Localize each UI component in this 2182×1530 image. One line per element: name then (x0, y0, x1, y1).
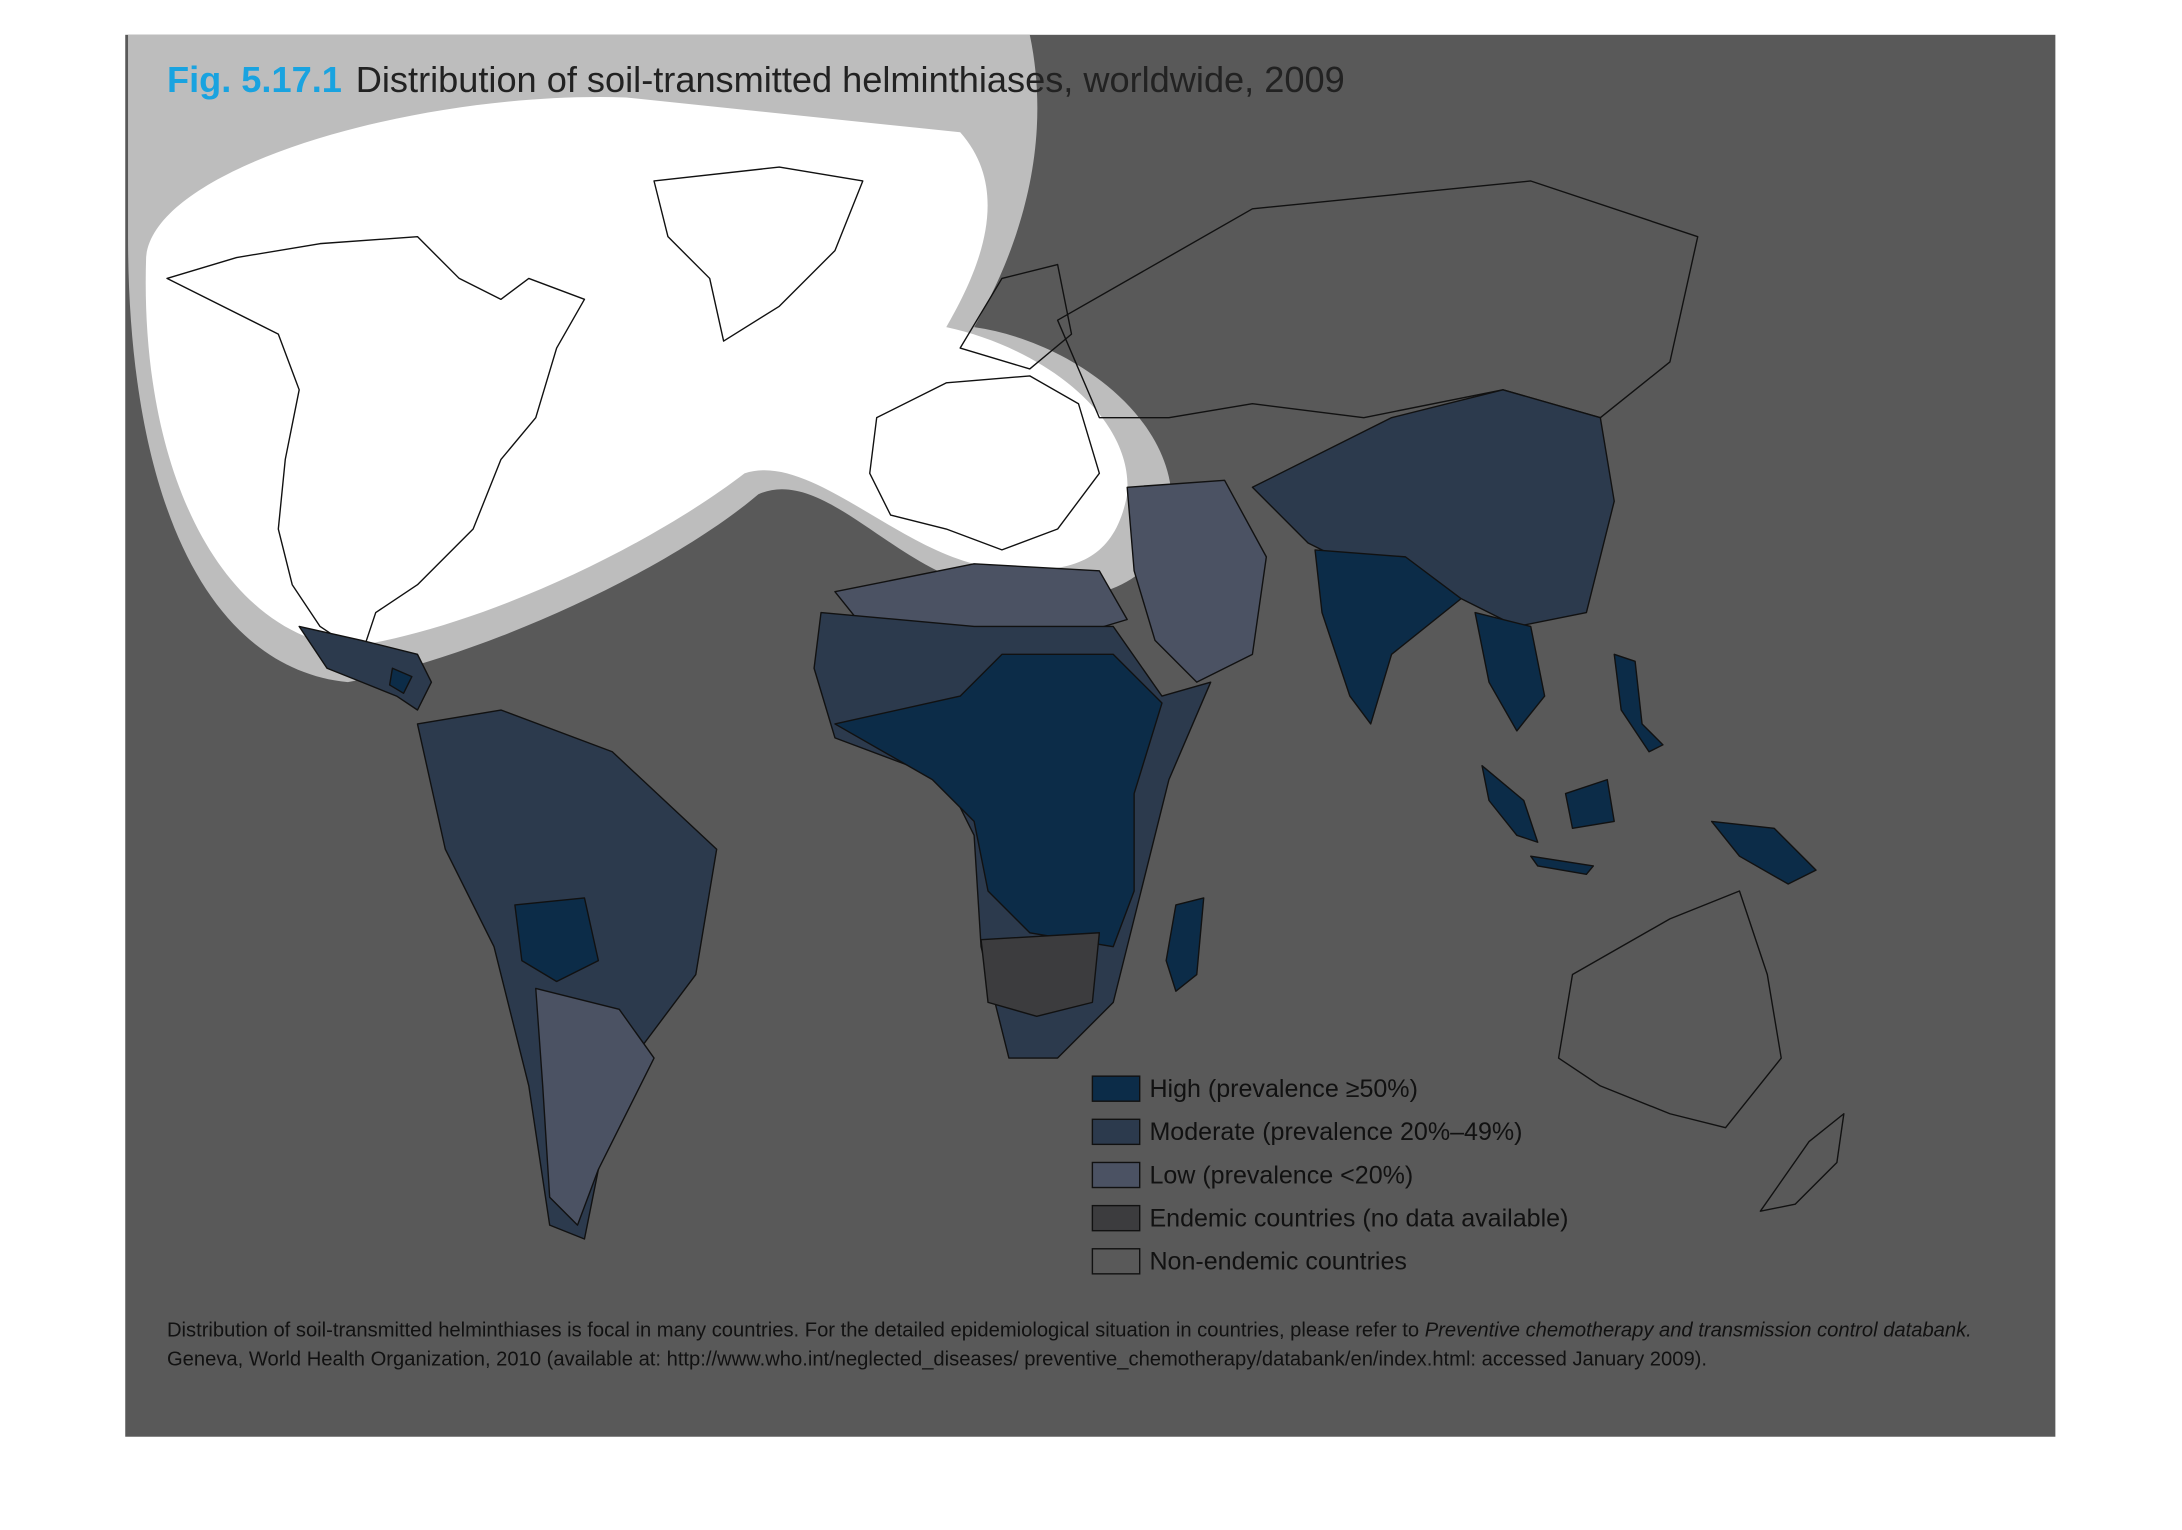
sumatra (1481, 765, 1539, 843)
greenland-outline (653, 166, 864, 342)
legend-swatch (1091, 1248, 1141, 1275)
scandinavia-outline (959, 263, 1073, 370)
footnote-italic: Preventive chemotherapy and transmission… (1425, 1319, 1972, 1341)
legend-swatch (1091, 1075, 1141, 1102)
footnote-line-1: Distribution of soil-transmitted helmint… (167, 1319, 1972, 1341)
philippines (1613, 653, 1664, 753)
bolivia (514, 897, 600, 983)
legend-swatch (1091, 1118, 1141, 1146)
europe-outline (869, 375, 1101, 551)
southern-cone (535, 987, 655, 1226)
north-america-outline (166, 235, 586, 656)
figure-title-text: Distribution of soil-transmitted helmint… (356, 59, 1345, 100)
legend-label: Moderate (prevalence 20%–49%) (1149, 1118, 1522, 1146)
new-guinea (1710, 820, 1817, 885)
footnote-line-2: Geneva, World Health Organization, 2010 … (167, 1349, 1707, 1371)
legend-swatch (1091, 1204, 1141, 1232)
africa-high (834, 653, 1163, 948)
new-zealand-outline (1759, 1113, 1845, 1212)
legend-label: Non-endemic countries (1149, 1248, 1407, 1276)
borneo (1564, 778, 1615, 830)
legend-swatch (1091, 1161, 1141, 1189)
figure-label: Fig. 5.17.1 (167, 59, 342, 100)
legend-label: High (prevalence ≥50%) (1149, 1075, 1417, 1103)
southeast-asia (1474, 611, 1546, 732)
madagascar (1165, 897, 1205, 992)
legend-label: Low (prevalence <20%) (1149, 1161, 1413, 1189)
footnote-text: Distribution of soil-transmitted helmint… (167, 1319, 1419, 1341)
central-america-high (388, 667, 413, 694)
java (1530, 855, 1595, 875)
legend: High (prevalence ≥50%) Moderate (prevalen… (1091, 1075, 1568, 1276)
southern-africa-endemic (980, 932, 1101, 1017)
figure-title: Fig. 5.17.1 Distribution of soil-transmit… (167, 59, 1345, 100)
legend-label: Endemic countries (no data available) (1149, 1205, 1568, 1233)
middle-east (1126, 479, 1268, 683)
india (1314, 549, 1462, 725)
australia-outline (1557, 890, 1782, 1129)
glow-core (145, 97, 1128, 648)
